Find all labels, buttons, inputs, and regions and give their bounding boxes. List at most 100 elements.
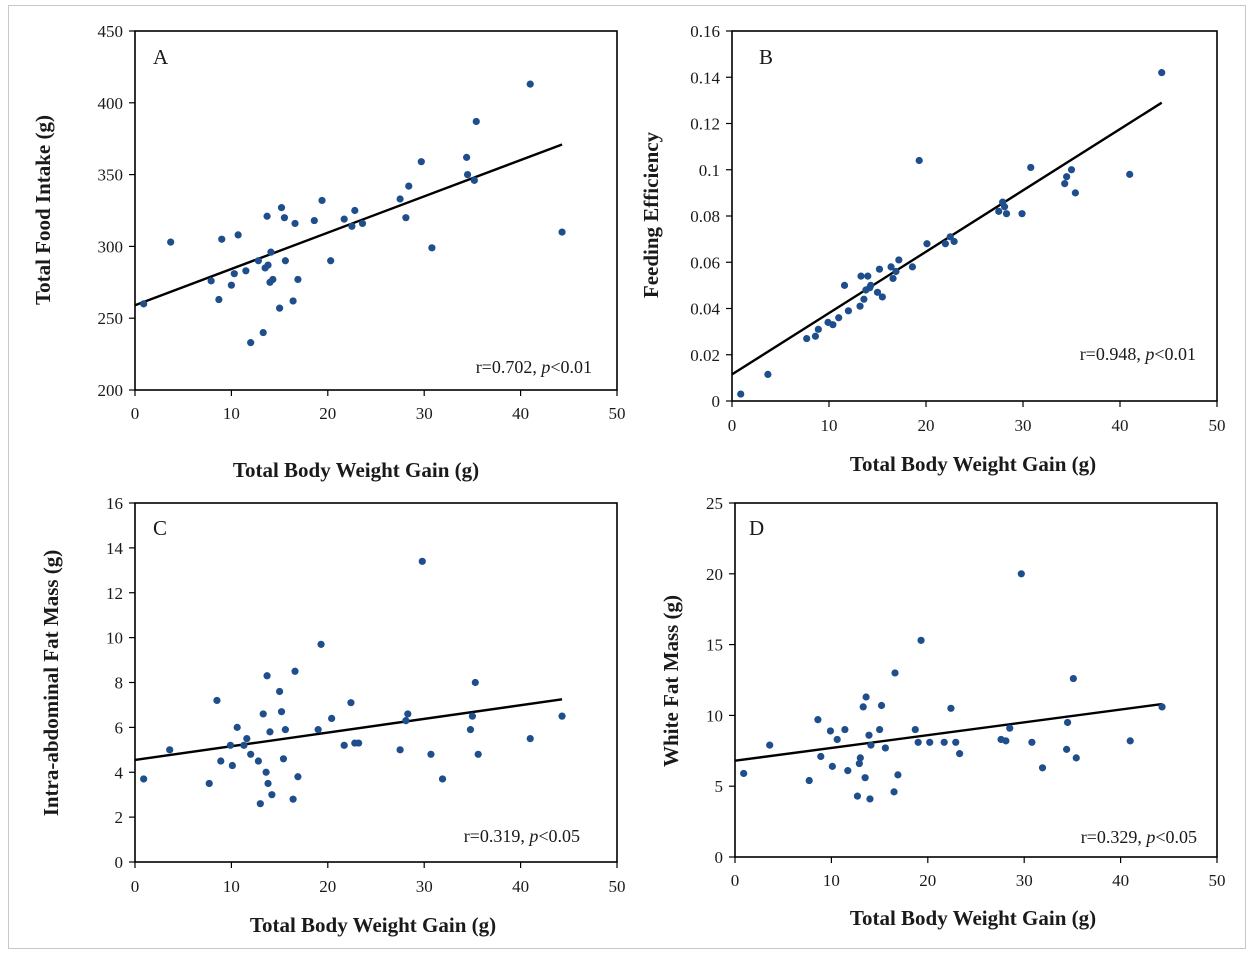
panel-label-b: B — [759, 45, 773, 69]
data-point — [404, 710, 412, 718]
data-point — [466, 726, 475, 734]
x-axis-title-d: Total Body Weight Gain (g) — [850, 906, 1096, 930]
data-point — [881, 744, 889, 752]
data-point — [894, 771, 902, 779]
data-point — [217, 757, 225, 765]
annotation-r: r=0.702, — [476, 357, 542, 377]
y-tick-label: 0 — [115, 853, 124, 872]
y-tick-label: 10 — [706, 706, 723, 725]
data-point — [833, 735, 841, 744]
y-tick-label: 6 — [115, 718, 124, 737]
data-point — [766, 741, 774, 749]
annotation-p: p — [527, 826, 538, 846]
y-tick-label: 14 — [106, 539, 124, 558]
data-point — [895, 256, 903, 264]
data-point — [857, 272, 865, 280]
plot-area-c — [134, 502, 618, 863]
data-point — [865, 731, 873, 739]
data-point — [463, 171, 472, 179]
data-point — [207, 277, 215, 285]
plot-area-d — [734, 502, 1218, 858]
data-point — [859, 703, 867, 711]
data-point — [740, 769, 748, 778]
y-tick-label: 25 — [706, 494, 723, 513]
data-point — [1027, 163, 1035, 172]
x-tick-label: 50 — [1209, 416, 1226, 435]
trendline-d — [734, 702, 1163, 762]
data-point — [1063, 745, 1071, 753]
data-point — [853, 792, 862, 800]
panel-label-a: A — [153, 45, 169, 69]
data-point — [956, 750, 964, 758]
data-point — [254, 257, 262, 265]
y-tick-label: 0.04 — [690, 300, 720, 319]
data-point — [856, 302, 864, 310]
data-point — [280, 214, 289, 222]
x-tick-label: 20 — [918, 416, 935, 435]
data-point — [1069, 674, 1077, 683]
data-point — [915, 156, 923, 165]
data-point — [215, 295, 223, 304]
x-axis-title-a: Total Body Weight Gain (g) — [233, 458, 479, 482]
data-point — [227, 281, 235, 289]
data-point — [140, 775, 148, 783]
data-point — [844, 307, 853, 315]
y-tick-label: 0.06 — [690, 253, 720, 272]
correlation-annotation-a: r=0.702, p<0.01 — [476, 357, 592, 377]
correlation-annotation-b: r=0.948, p<0.01 — [1080, 344, 1196, 364]
data-point — [277, 204, 286, 212]
data-point — [281, 257, 289, 265]
data-point — [279, 755, 288, 763]
y-tick-label: 250 — [98, 309, 124, 328]
data-point — [1063, 173, 1071, 181]
data-point — [526, 734, 534, 743]
data-point — [811, 332, 820, 340]
data-point — [205, 779, 213, 788]
x-tick-label: 30 — [416, 404, 433, 423]
data-point — [875, 265, 884, 273]
data-point — [1018, 210, 1026, 218]
annotation-r: r=0.329, — [1081, 827, 1147, 847]
data-point — [291, 219, 299, 228]
y-tick-label: 20 — [706, 565, 723, 584]
data-point — [281, 726, 289, 734]
data-point — [294, 773, 302, 781]
panel-c: 0 10 20 30 40 50 0 2 4 6 8 10 12 14 16 Total Body Weigh… — [39, 494, 626, 937]
data-point — [1002, 210, 1011, 218]
data-point — [860, 295, 868, 303]
x-tick-label: 10 — [223, 877, 240, 896]
y-tick-label: 0 — [712, 392, 721, 411]
data-point — [877, 701, 886, 710]
data-point — [471, 678, 479, 687]
data-point — [891, 669, 899, 677]
y-tick-label: 5 — [715, 777, 724, 796]
figure-frame — [8, 5, 1246, 949]
data-point — [269, 275, 277, 284]
data-point — [427, 750, 435, 758]
panel-label-c: C — [153, 516, 167, 540]
data-point — [1072, 754, 1080, 762]
x-tick-label: 50 — [1209, 871, 1226, 890]
data-point — [234, 231, 242, 239]
x-tick-label: 20 — [319, 404, 336, 423]
annotation-p: p — [1144, 827, 1155, 847]
data-point — [358, 219, 367, 228]
data-point — [814, 325, 822, 333]
data-point — [226, 741, 235, 749]
data-point — [268, 791, 276, 799]
data-point — [428, 244, 436, 252]
correlation-annotation-d: r=0.329, p<0.05 — [1081, 827, 1197, 847]
data-point — [417, 158, 425, 166]
data-point — [277, 708, 286, 716]
y-tick-label: 15 — [706, 636, 723, 655]
x-axis-title-c: Total Body Weight Gain (g) — [250, 913, 496, 937]
data-point — [328, 714, 336, 723]
data-point — [314, 726, 322, 734]
y-axis-title-d: White Fat Mass (g) — [659, 595, 683, 767]
data-point — [167, 238, 175, 246]
data-point — [889, 274, 897, 283]
data-point — [873, 288, 882, 296]
data-point — [826, 727, 835, 735]
data-point — [861, 774, 869, 782]
